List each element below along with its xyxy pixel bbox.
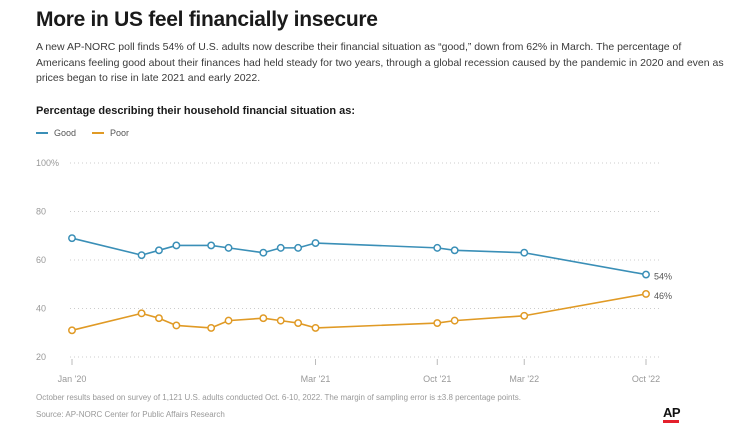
y-tick-label: 100% [36,158,59,168]
data-point-good [155,246,163,255]
ap-logo: AP [663,405,681,420]
y-tick-label: 20 [36,352,46,362]
end-label-poor: 46% [654,291,672,301]
legend-item-poor: Poor [92,128,129,138]
data-point-poor [433,319,442,327]
y-tick-label: 60 [36,255,46,265]
data-point-poor [224,316,233,325]
legend-swatch-poor [92,132,105,134]
x-tick-label: Oct '22 [632,374,660,384]
data-point-good [137,251,146,260]
footnote-source: Source: AP-NORC Center for Public Affair… [36,410,225,419]
chart-heading: Percentage describing their household fi… [36,105,356,117]
data-point-poor [450,316,459,325]
data-point-poor [137,309,146,318]
data-point-poor [172,321,181,330]
ap-logo-bar [663,420,679,423]
x-tick-label: Mar '22 [509,374,539,384]
legend-label-poor: Poor [110,128,130,138]
chart-title: More in US feel financially insecure [36,8,378,31]
data-point-good [276,243,285,252]
data-point-good [172,241,181,250]
y-tick-label: 40 [36,304,46,314]
x-tick-label: Oct '21 [423,374,451,384]
end-label-good: 54% [654,272,672,282]
series-line-poor [71,293,647,332]
data-point-good [433,243,442,252]
series-line-good [71,237,647,276]
legend-label-good: Good [54,128,77,138]
data-point-good [450,246,459,255]
legend-item-good: Good [36,128,76,138]
data-point-good [259,248,268,257]
x-tick-label: Jan '20 [58,374,87,384]
legend: Good Poor [36,128,145,138]
data-point-poor [155,314,163,323]
data-point-good [224,243,233,252]
data-point-good [294,243,303,252]
chart-subtitle: A new AP-NORC poll finds 54% of U.S. adu… [36,41,724,84]
data-point-poor [642,290,650,298]
data-point-good [520,248,529,257]
y-tick-label: 80 [36,207,46,217]
footnote-methodology: October results based on survey of 1,121… [36,393,521,402]
data-point-poor [294,319,303,327]
x-tick-label: Mar '21 [301,374,331,384]
data-point-poor [207,323,216,332]
legend-swatch-good [36,132,48,134]
data-point-poor [311,323,320,332]
data-point-good [68,234,76,243]
data-point-good [642,270,650,279]
data-point-poor [259,314,268,323]
data-point-good [311,239,320,247]
data-point-good [207,241,216,250]
data-point-poor [520,311,529,320]
data-point-poor [276,316,285,325]
data-point-poor [68,326,76,335]
